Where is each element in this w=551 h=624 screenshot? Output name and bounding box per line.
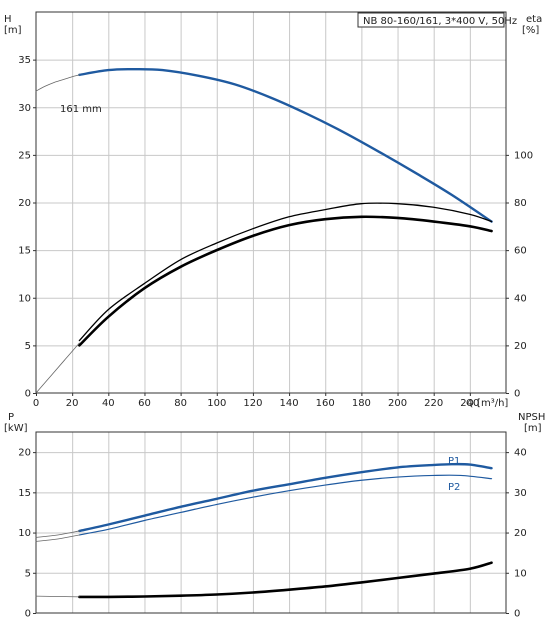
title-box [357,12,505,28]
tick-label-x: 240 [460,398,479,409]
series-line-eta2 [78,215,493,347]
bottom-gridlines [36,432,506,613]
tick-label-right: 60 [514,246,527,257]
tick-label-right: 0 [514,609,520,620]
tick-label-x: 180 [352,398,371,409]
tick-label-x: 200 [388,398,407,409]
tick-label-x: 0 [33,398,39,409]
tick-label-x: 220 [424,398,443,409]
series-line-npsh_thin [35,595,80,598]
tick-label-x: 160 [316,398,335,409]
tick-label-x: 60 [138,398,151,409]
tick-label-x: 80 [174,398,187,409]
tick-label-x: 100 [207,398,226,409]
tick-label-right: 30 [514,488,527,499]
top-right-axis-label-2: [%] [522,25,539,36]
bottom-right-axis-label-1: NPSH [518,412,545,423]
bottom-left-axis-label-2: [kW] [4,423,28,434]
series-line-eta_thin [35,342,80,394]
top-tick-labels: 0 5 10 15 20 25 30 35 0 20 40 60 80 100 0 20 40 60 80 100 12… [18,55,533,409]
bottom-left-axis-label-1: P [8,412,14,423]
tick-label-left: 0 [25,389,31,400]
series-line-p2_thin [35,534,80,542]
head-efficiency-panel: 0 5 10 15 20 25 30 35 0 20 40 60 80 100 0 20 40 60 80 100 12… [4,11,542,409]
tick-label-right: 0 [514,389,520,400]
tick-label-right: 20 [514,341,527,352]
tick-label-x: 20 [66,398,79,409]
tick-label-left: 5 [25,341,31,352]
tick-label-left: 30 [18,103,31,114]
bottom-series [35,462,493,599]
series-line-eta1 [78,202,493,342]
tick-label-right: 10 [514,568,527,579]
tick-label-right: 40 [514,293,527,304]
tick-label-left: 20 [18,198,31,209]
series-line-p1_thin [35,530,80,538]
series-line-head [78,67,493,223]
tick-label-left: 15 [18,488,31,499]
tick-label-left: 15 [18,246,31,257]
tick-label-x: 140 [280,398,299,409]
tick-label-left: 25 [18,150,31,161]
tick-label-left: 20 [18,448,31,459]
tick-label-left: 35 [18,55,31,66]
tick-label-x: 40 [102,398,115,409]
tick-label-right: 40 [514,448,527,459]
bottom-plot-frame [35,431,507,614]
top-gridlines [36,12,506,393]
bottom-right-axis-label-2: [m] [524,423,542,434]
top-series [35,67,493,394]
series-line-p2 [78,474,493,536]
tick-label-x: 120 [243,398,262,409]
chart-title: NB 80-160/161, 3*400 V, 50Hz [363,16,517,27]
series-label-p2: P2 [448,482,460,493]
top-left-axis-label-1: H [4,14,12,25]
series-label-p1: P1 [448,456,460,467]
tick-label-right: 100 [514,150,533,161]
top-right-axis-label-1: eta [526,14,542,25]
series-line-npsh [78,561,493,599]
bottom-tick-labels: 0 5 10 15 20 0 10 20 30 40 [18,448,526,620]
series-line-head_thin [35,74,80,92]
tick-label-right: 80 [514,198,527,209]
tick-label-left: 5 [25,568,31,579]
top-left-axis-label-2: [m] [4,25,22,36]
impeller-diameter-annotation: 161 mm [60,104,102,115]
x-axis-label: Q [m³/h] [466,398,508,409]
tick-label-left: 10 [18,528,31,539]
tick-label-right: 20 [514,528,527,539]
tick-label-left: 10 [18,293,31,304]
series-line-p1 [78,462,493,533]
tick-label-left: 0 [25,609,31,620]
power-npsh-panel: 0 5 10 15 20 0 10 20 30 40 P [kW] NPSH [m] P1 P2 [4,412,545,620]
